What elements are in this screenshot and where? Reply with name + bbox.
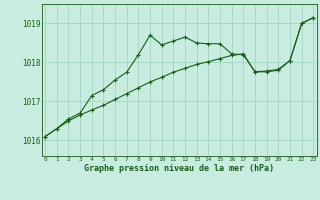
X-axis label: Graphe pression niveau de la mer (hPa): Graphe pression niveau de la mer (hPa): [84, 164, 274, 173]
